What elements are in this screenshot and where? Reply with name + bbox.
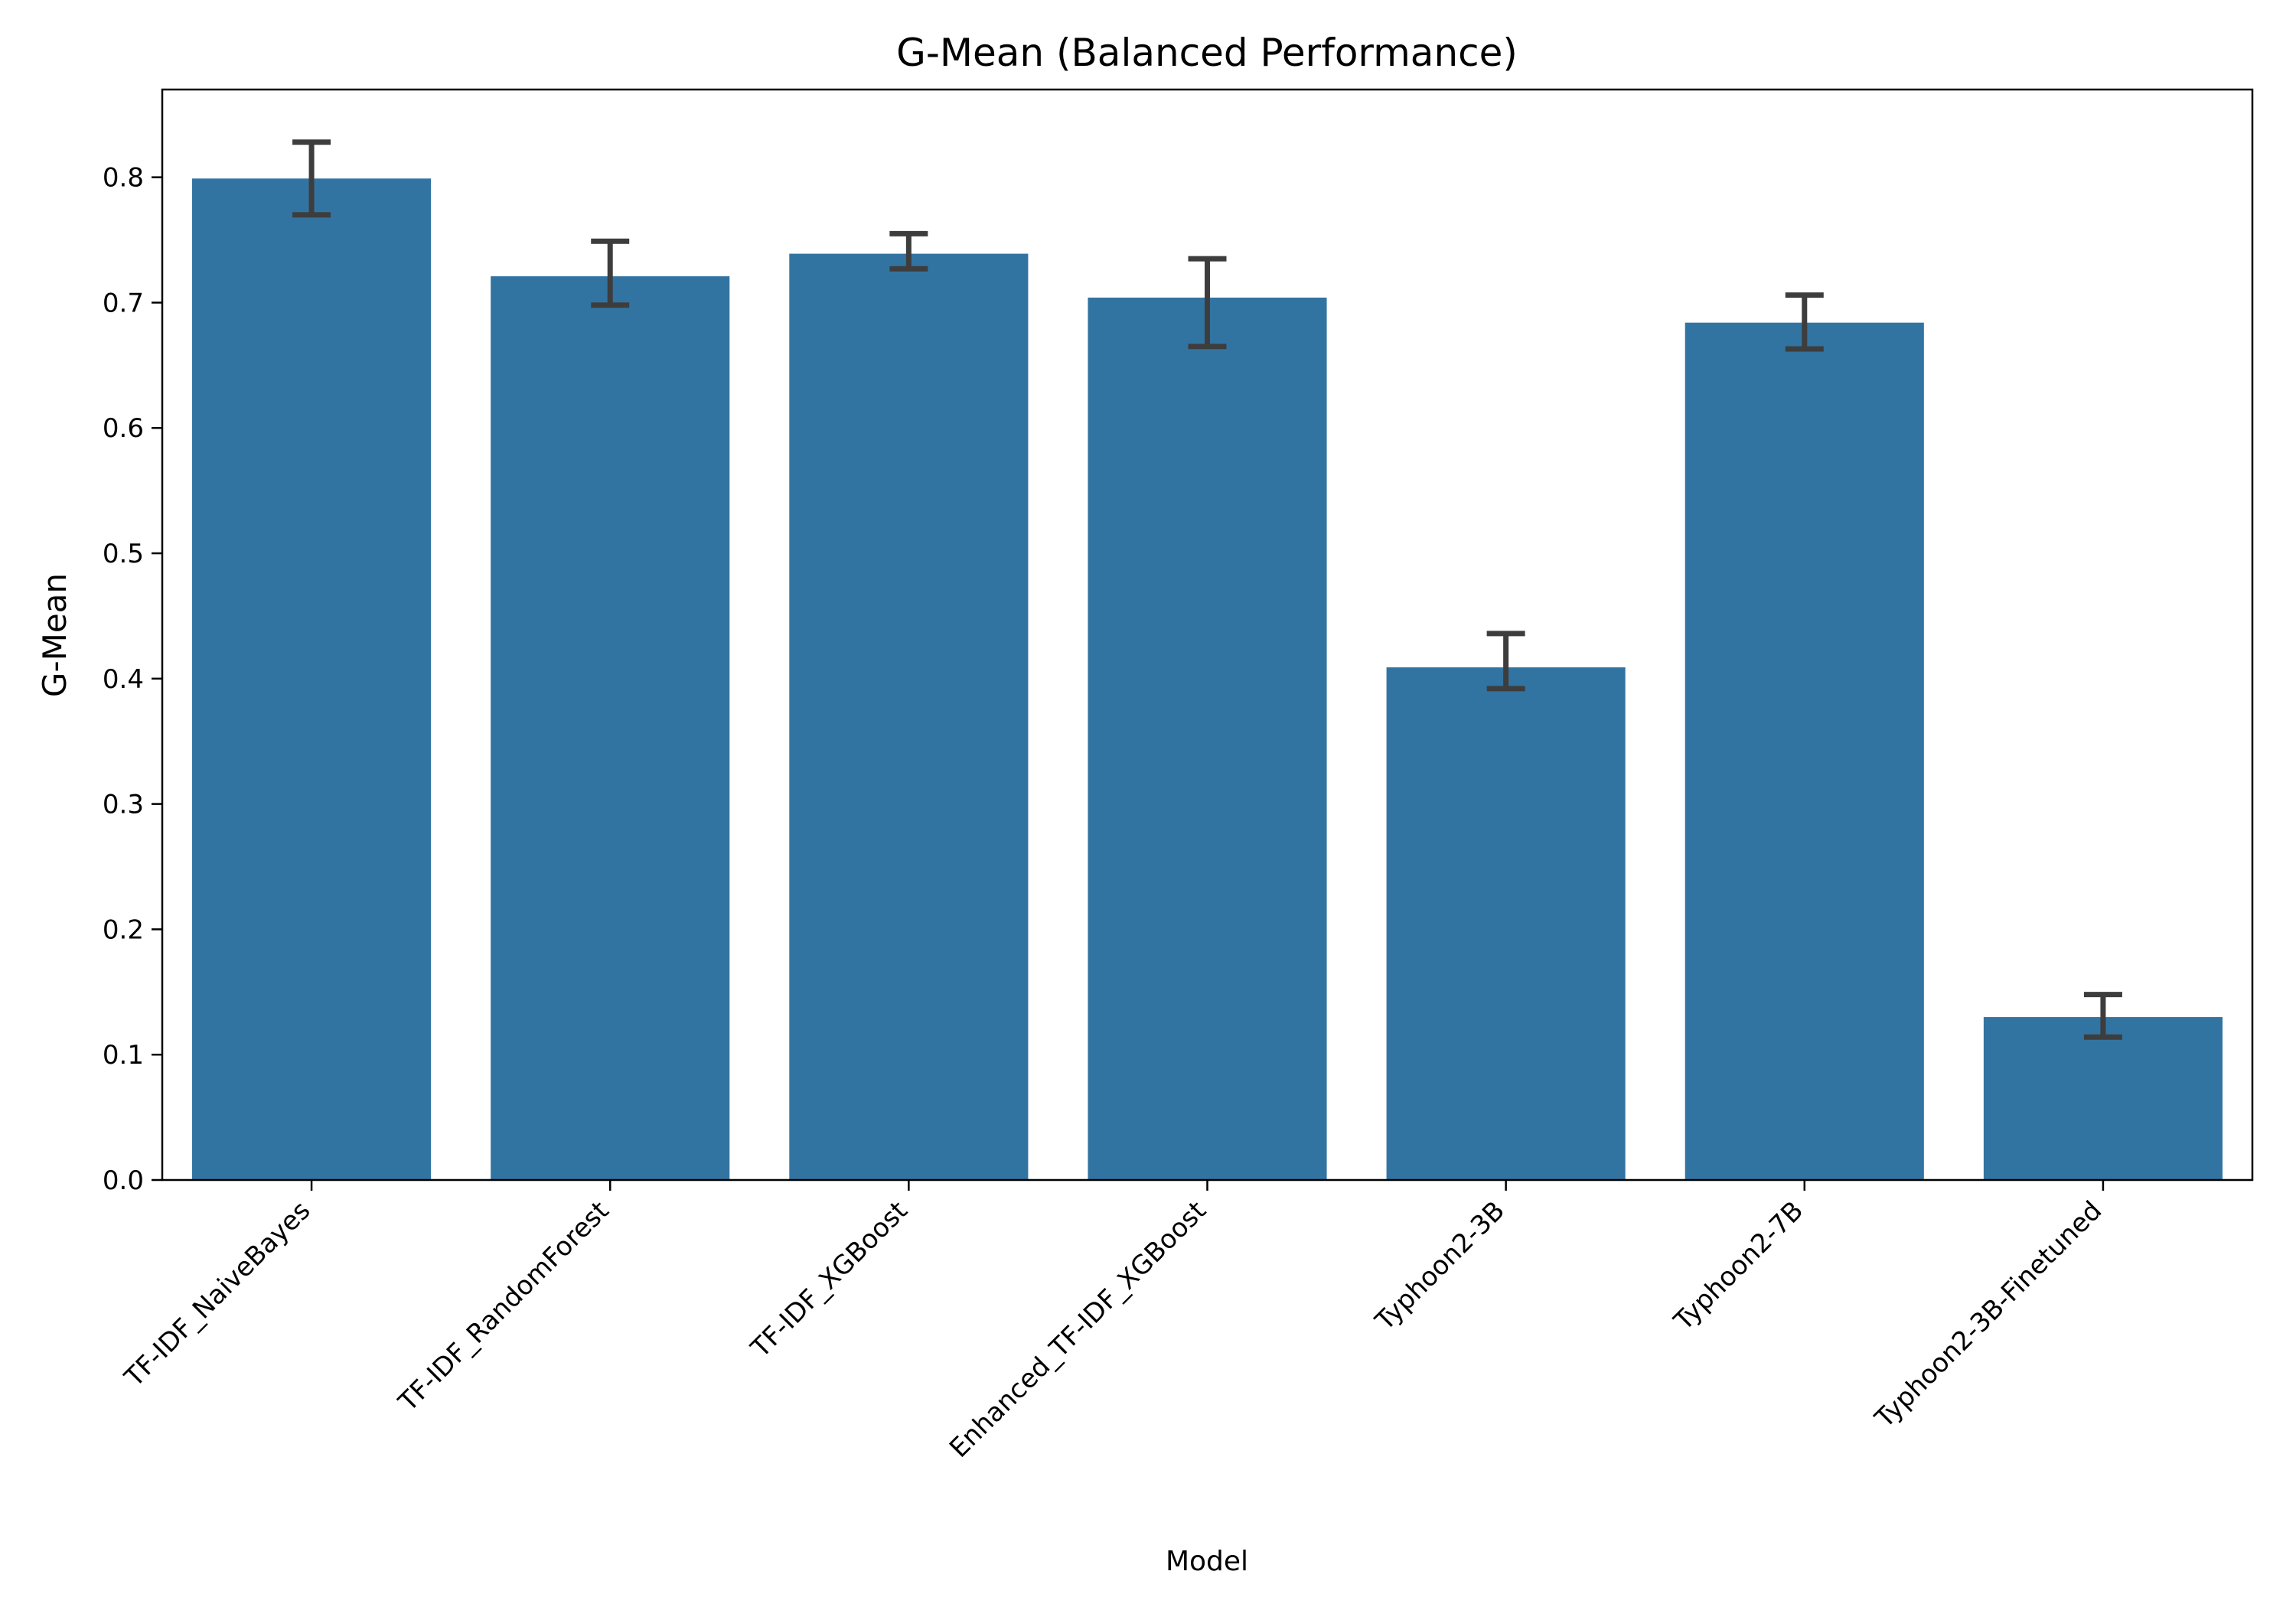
x-tick-label: TF-IDF_RandomForest: [393, 1195, 615, 1418]
bar-Typhoon2-3B-Finetuned: [1983, 1017, 2223, 1180]
error-bar-TF-IDF_XGBoost: [889, 230, 928, 272]
bar-Typhoon2-7B: [1684, 322, 1924, 1181]
y-tick-label: 0.3: [103, 790, 144, 820]
bar-TF-IDF_XGBoost: [789, 253, 1029, 1180]
x-tick-label: Enhanced_TF-IDF_XGBoost: [944, 1195, 1212, 1464]
y-axis: 0.0 0.1 0.2 0.3 0.4 0.5 0.6 0.7 0.8: [103, 163, 162, 1196]
bar-TF-IDF_NaiveBayes: [192, 178, 432, 1181]
x-tick-label: Typhoon2-3B: [1369, 1195, 1511, 1337]
bar-Enhanced_TF-IDF_XGBoost: [1088, 297, 1327, 1181]
error-bar-Typhoon2-3B-Finetuned: [2083, 992, 2122, 1040]
x-tick-label: TF-IDF_NaiveBayes: [119, 1195, 317, 1393]
y-axis-label: G-Mean: [36, 573, 73, 697]
y-tick-label: 0.6: [103, 413, 144, 444]
x-tick-label: Typhoon2-7B: [1668, 1195, 1809, 1337]
y-tick-label: 0.7: [103, 288, 144, 318]
bars-group: [192, 178, 2223, 1181]
error-bar-Typhoon2-7B: [1785, 292, 1824, 352]
y-tick-label: 0.1: [103, 1040, 144, 1071]
error-bar-TF-IDF_RandomForest: [591, 238, 630, 308]
y-tick-label: 0.8: [103, 163, 144, 194]
error-bars-group: [292, 139, 2122, 1040]
error-bar-Enhanced_TF-IDF_XGBoost: [1188, 256, 1227, 350]
bar-Typhoon2-3B: [1386, 667, 1626, 1180]
x-axis: TF-IDF_NaiveBayes TF-IDF_RandomForest TF-I…: [119, 1180, 2108, 1464]
x-tick-label: TF-IDF_XGBoost: [745, 1195, 914, 1364]
x-axis-label: Model: [1166, 1546, 1248, 1577]
y-tick-label: 0.4: [103, 664, 144, 695]
error-bar-Typhoon2-3B: [1486, 631, 1525, 692]
chart-title: G-Mean (Balanced Performance): [896, 31, 1518, 75]
y-tick-label: 0.2: [103, 914, 144, 945]
y-tick-label: 0.0: [103, 1165, 144, 1196]
y-tick-label: 0.5: [103, 539, 144, 569]
error-bar-TF-IDF_NaiveBayes: [292, 139, 331, 218]
bar-TF-IDF_RandomForest: [491, 276, 730, 1180]
x-tick-label: Typhoon2-3B-Finetuned: [1869, 1195, 2108, 1434]
